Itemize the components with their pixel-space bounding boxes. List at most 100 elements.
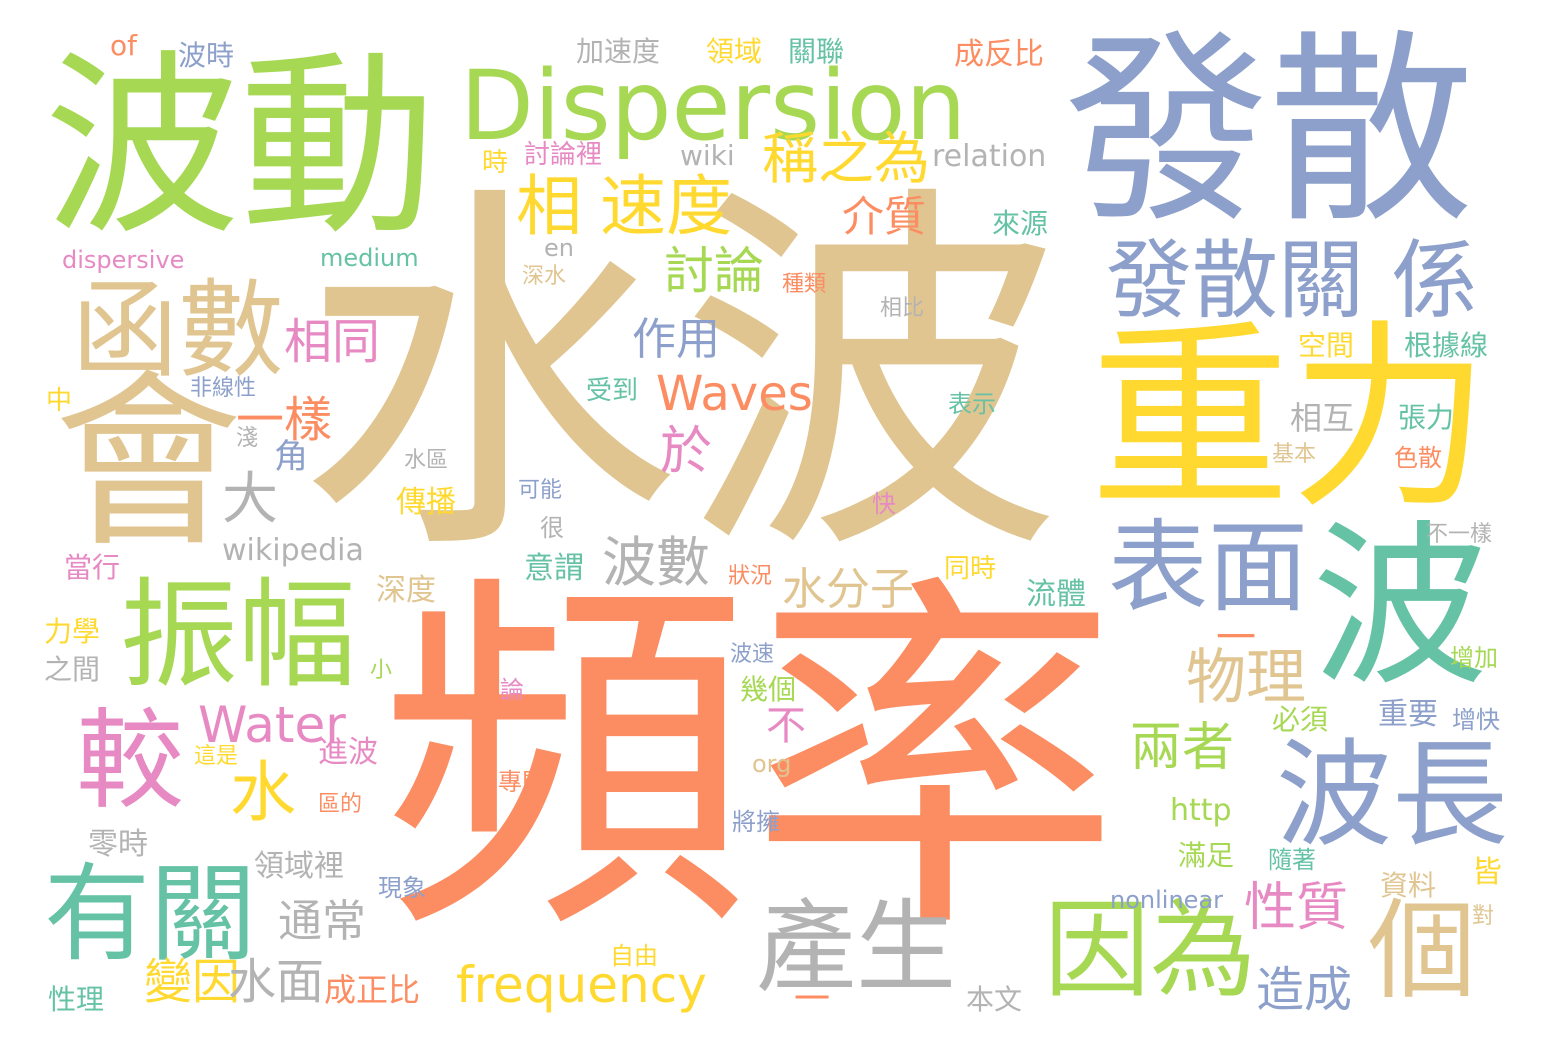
word-chengzhengbi: 成正比 (324, 971, 421, 1009)
word-shendu: 深度 (376, 573, 436, 608)
word-taolun: 討論 (664, 242, 764, 300)
word-tongshi: 同時 (944, 554, 997, 584)
word-zengjia: 增加 (1450, 644, 1498, 672)
word-xingzhi: 性質 (1244, 878, 1349, 938)
word-ziyou: 自由 (610, 942, 658, 970)
word-shuibo: 水波 (298, 156, 1062, 601)
word-lingyu: 領域 (706, 35, 763, 68)
word-qude: 區的 (318, 792, 363, 817)
word-zheshi: 這是 (194, 744, 239, 769)
word-xianxiang: 現象 (378, 874, 426, 902)
word-fasan-guanxi: 發散關 係 (1106, 231, 1478, 331)
word-zhangli: 張力 (1398, 401, 1455, 434)
word-ziliao: 資料 (1380, 869, 1437, 902)
word-kongjian: 空間 (1298, 329, 1355, 362)
word-jiangyong: 將擁 (732, 808, 780, 836)
word-water: Water (198, 696, 346, 754)
word-wiki: wiki (680, 139, 735, 172)
word-dispersion: Dispersion (460, 50, 967, 162)
word-tongchang: 通常 (278, 896, 366, 947)
word-xiang: 相 (516, 168, 582, 245)
word-bixu: 必須 (1272, 703, 1329, 736)
word-feixianxing: 非線性 (190, 376, 257, 401)
word-dispersive: dispersive (62, 246, 185, 274)
word-shi: 時 (482, 148, 509, 178)
word-zengkuai: 增快 (1452, 706, 1500, 734)
word-da: 大 (222, 467, 278, 532)
word-yiwei: 意謂 (524, 551, 584, 586)
word-shuiqu: 水區 (404, 448, 449, 473)
word-zhuanmen: 專門 (498, 768, 546, 796)
word-taolunli: 討論裡 (524, 140, 603, 170)
word-yi-top: 一 (1216, 615, 1256, 661)
word-jiezhi: 介質 (842, 192, 927, 241)
word-jinbo: 進波 (318, 735, 378, 770)
word-laiyuan: 來源 (992, 207, 1049, 240)
word-xiao: 小 (370, 658, 393, 683)
word-bo: 波 (1312, 505, 1489, 710)
word-dangxing: 當行 (64, 551, 121, 584)
word-sudu: 速度 (600, 168, 732, 245)
word-hui: 會 (54, 354, 242, 573)
word-benwen: 本文 (966, 983, 1023, 1016)
word-zhuangkuang: 狀況 (728, 564, 773, 589)
word-youguan: 有關 (44, 853, 256, 976)
word-bu: 不 (766, 703, 806, 749)
word-chuanbo: 傳播 (396, 485, 456, 520)
word-boshi: 波時 (178, 39, 235, 72)
word-of: of (110, 29, 137, 62)
word-shoudao: 受到 (586, 376, 639, 406)
word-zaocheng: 造成 (1256, 962, 1353, 1018)
word-yu: 於 (660, 422, 713, 482)
word-wuli: 物理 (1186, 643, 1306, 713)
word-zhong: 中 (46, 386, 73, 416)
word-shuimian: 水面 (228, 954, 325, 1010)
word-zhenfu: 振幅 (120, 566, 357, 704)
word-bosu: 波速 (730, 642, 775, 667)
word-nonlinear: nonlinear (1110, 886, 1223, 914)
word-bodong: 波動 (44, 34, 437, 262)
word-chengfanbi: 成反比 (954, 37, 1044, 72)
word-en: en (544, 234, 574, 262)
word-jiasudu: 加速度 (576, 35, 661, 68)
word-manzu: 滿足 (1178, 839, 1235, 872)
word-xiangtong: 相同 (284, 314, 381, 370)
word-biaomian: 表面 (1108, 509, 1308, 626)
word-liuti: 流體 (1026, 577, 1086, 612)
word-dui: 對 (1472, 904, 1495, 929)
word-lixue: 力學 (44, 615, 101, 648)
word-ge: 個 (1368, 889, 1477, 1014)
word-xingli: 性理 (48, 983, 105, 1016)
word-zuoyong: 作用 (632, 314, 720, 365)
word-chansheng: 產生 (756, 889, 956, 1006)
word-http: http (1170, 793, 1232, 828)
word-keneng: 可能 (518, 478, 563, 503)
word-shui: 水 (230, 754, 296, 831)
word-kuai: 快 (872, 490, 896, 518)
word-jiben: 基本 (1272, 442, 1317, 467)
word-frequency: frequency (456, 956, 707, 1014)
word-sesan: 色散 (1394, 444, 1442, 472)
word-chengzhiwei: 稱之為 (762, 127, 930, 192)
word-guanlian: 關聯 (788, 35, 845, 68)
word-relation: relation (932, 139, 1047, 174)
word-jiao: 較 (76, 699, 185, 824)
word-zhijian: 之間 (44, 653, 101, 686)
word-hen: 很 (540, 514, 564, 542)
word-lingshi: 零時 (88, 827, 148, 862)
word-pinlu: 頻率 (380, 548, 1120, 978)
word-jiao-angle: 角 (274, 437, 308, 477)
word-shuifenzi: 水分子 (782, 564, 914, 615)
word-bianyin: 變因 (144, 954, 241, 1010)
word-hanshu: 函數 (72, 269, 284, 392)
word-suizhe: 隨著 (1268, 846, 1316, 874)
word-yi-bottom: 一 (794, 979, 831, 1020)
word-org: org (752, 750, 792, 778)
word-lun: 論 (500, 676, 524, 704)
word-boshu: 波數 (602, 531, 710, 594)
word-zhongli: 重力 (1090, 303, 1491, 536)
word-waves: Waves (656, 366, 813, 422)
word-medium: medium (320, 244, 419, 272)
word-qian: 淺 (236, 426, 259, 451)
